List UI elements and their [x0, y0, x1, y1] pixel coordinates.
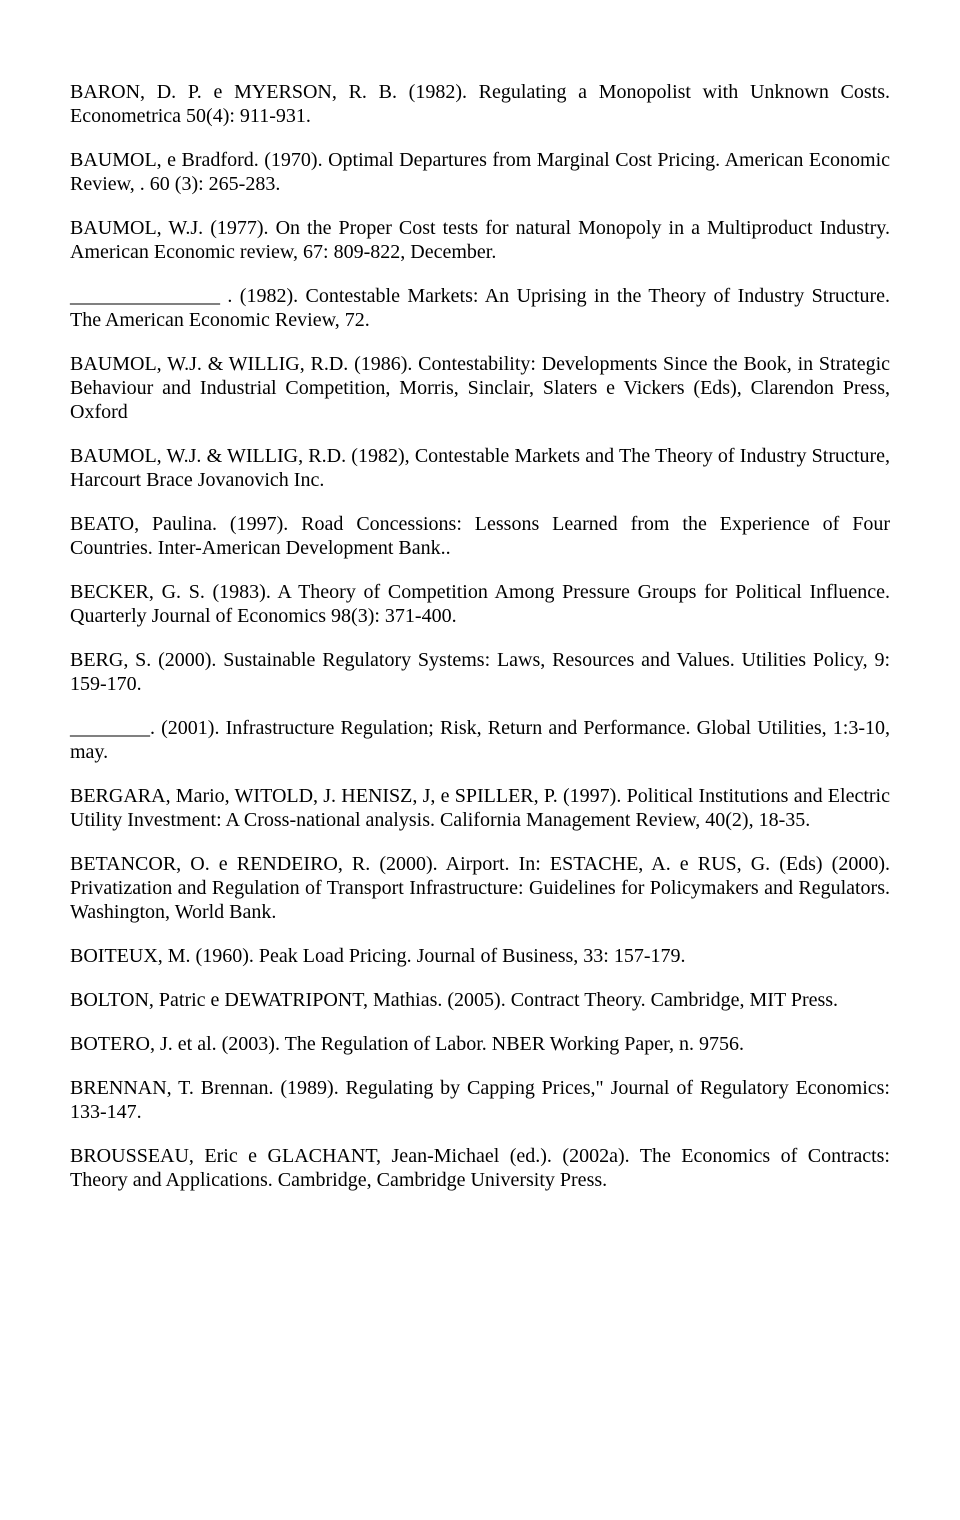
reference-entry: _______________ . (1982). Contestable Ma… — [70, 284, 890, 332]
reference-entry: BERG, S. (2000). Sustainable Regulatory … — [70, 648, 890, 696]
reference-entry: BOITEUX, M. (1960). Peak Load Pricing. J… — [70, 944, 890, 968]
reference-entry: BOTERO, J. et al. (2003). The Regulation… — [70, 1032, 890, 1056]
references-list: BARON, D. P. e MYERSON, R. B. (1982). Re… — [70, 80, 890, 1192]
reference-entry: BEATO, Paulina. (1997). Road Concessions… — [70, 512, 890, 560]
reference-entry: BOLTON, Patric e DEWATRIPONT, Mathias. (… — [70, 988, 890, 1012]
reference-entry: BAUMOL, W.J. & WILLIG, R.D. (1982), Cont… — [70, 444, 890, 492]
reference-entry: ________. (2001). Infrastructure Regulat… — [70, 716, 890, 764]
reference-entry: BAUMOL, W.J. (1977). On the Proper Cost … — [70, 216, 890, 264]
reference-entry: BERGARA, Mario, WITOLD, J. HENISZ, J, e … — [70, 784, 890, 832]
reference-entry: BECKER, G. S. (1983). A Theory of Compet… — [70, 580, 890, 628]
reference-entry: BAUMOL, e Bradford. (1970). Optimal Depa… — [70, 148, 890, 196]
reference-entry: BAUMOL, W.J. & WILLIG, R.D. (1986). Cont… — [70, 352, 890, 424]
reference-entry: BETANCOR, O. e RENDEIRO, R. (2000). Airp… — [70, 852, 890, 924]
reference-entry: BROUSSEAU, Eric e GLACHANT, Jean-Michael… — [70, 1144, 890, 1192]
reference-entry: BARON, D. P. e MYERSON, R. B. (1982). Re… — [70, 80, 890, 128]
reference-entry: BRENNAN, T. Brennan. (1989). Regulating … — [70, 1076, 890, 1124]
